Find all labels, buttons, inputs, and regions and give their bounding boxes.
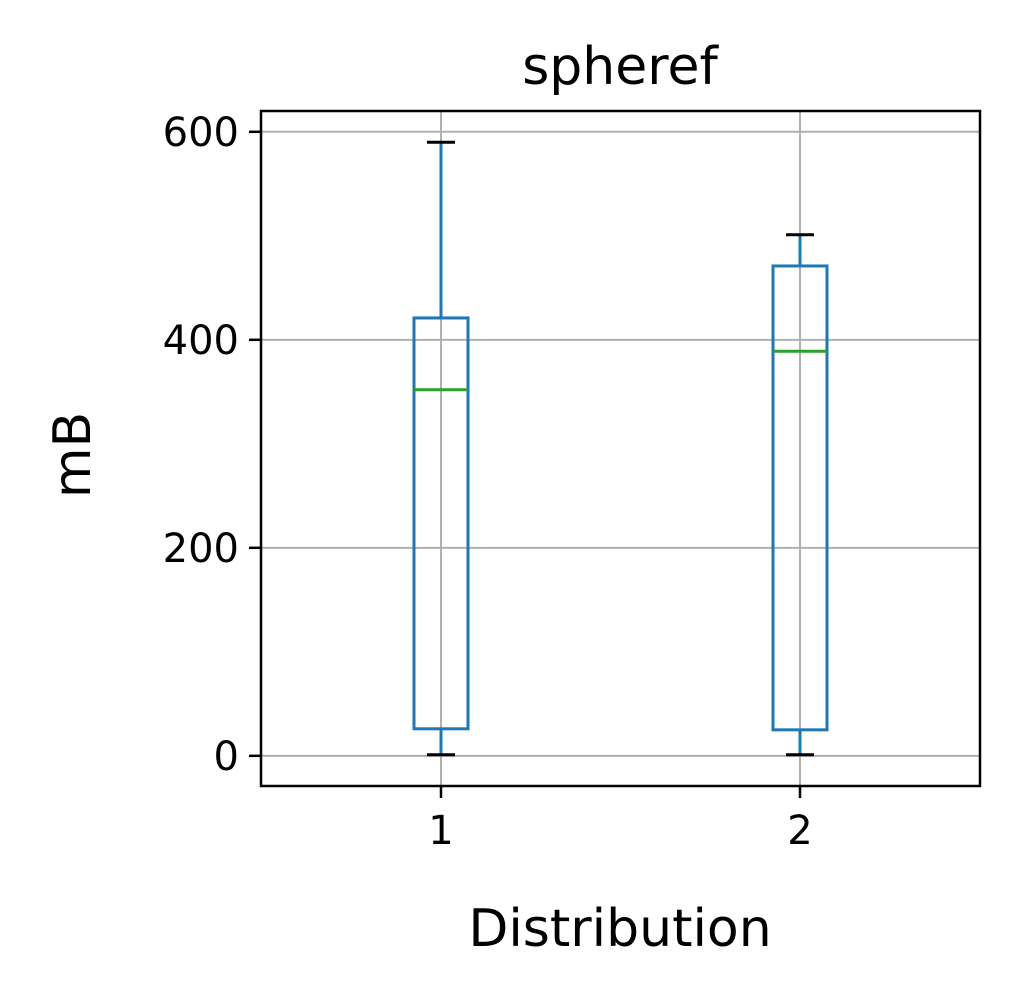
plot-area-frame bbox=[259, 109, 982, 788]
box-1 bbox=[412, 140, 470, 757]
box-2 bbox=[771, 233, 829, 757]
chart-title: spheref bbox=[522, 37, 719, 97]
x-axis-label: Distribution bbox=[468, 899, 771, 959]
grid-lines bbox=[261, 111, 980, 786]
y-tick-label: 200 bbox=[163, 526, 239, 572]
x-tick-label: 2 bbox=[787, 808, 812, 854]
y-tick-label: 0 bbox=[214, 734, 239, 780]
x-tick-label: 1 bbox=[428, 808, 453, 854]
box-body bbox=[412, 316, 470, 731]
box-body bbox=[771, 264, 829, 732]
y-tick-label: 600 bbox=[163, 110, 239, 156]
tick-layer: 0 200 400 600 1 2 bbox=[163, 110, 813, 854]
y-tick-label: 400 bbox=[163, 318, 239, 364]
box-layer bbox=[412, 140, 829, 757]
y-axis-label: mB bbox=[43, 412, 103, 498]
